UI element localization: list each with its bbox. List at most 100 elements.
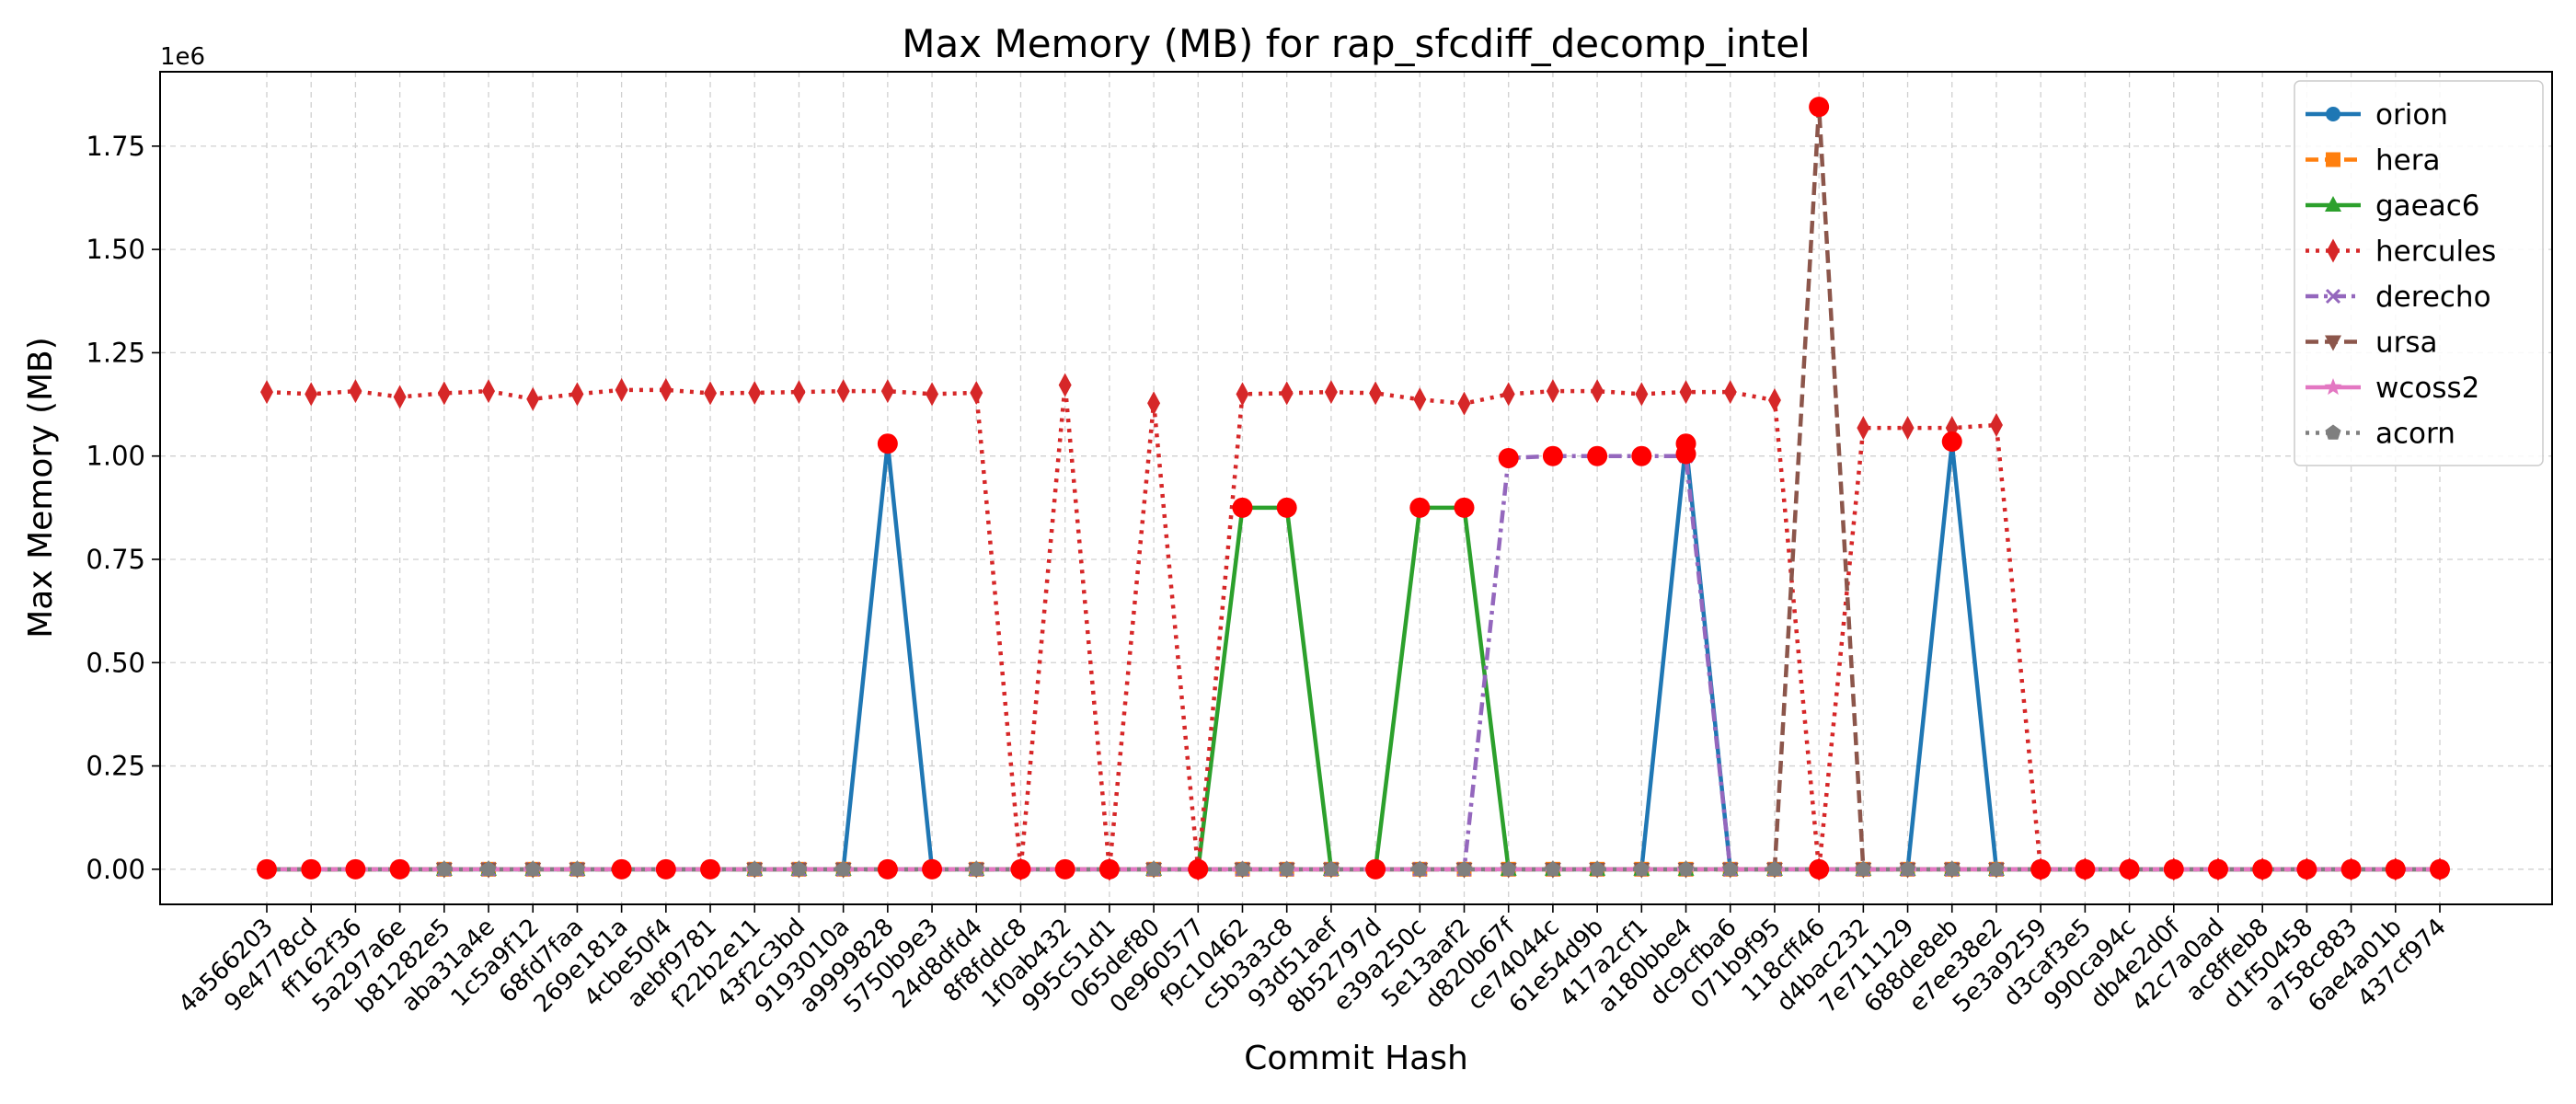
legend-box: [2294, 80, 2544, 466]
chart-title: Max Memory (MB) for rap_sfcdiff_decomp_i…: [902, 21, 1810, 66]
legend-marker-gaeac6: [2325, 196, 2341, 212]
legend-marker-ursa: [2325, 335, 2341, 351]
data-point-hercules: [704, 381, 718, 406]
highlight-point: [257, 858, 277, 880]
data-point-acorn: [835, 860, 852, 877]
data-point-hercules: [437, 381, 451, 406]
highlight-point: [1365, 858, 1386, 880]
data-point-acorn: [1722, 860, 1739, 877]
grid: [160, 72, 2552, 904]
highlight-point: [345, 858, 366, 880]
plot-frame: [159, 71, 2553, 905]
highlight-point: [1454, 497, 1475, 518]
highlight-point: [877, 858, 898, 880]
legend-item-hera: hera: [2306, 144, 2440, 178]
data-point-hercules: [792, 380, 806, 405]
data-point-hercules: [1147, 391, 1161, 416]
legend-label-hercules: hercules: [2375, 236, 2496, 269]
highlight-point: [1809, 97, 1830, 118]
data-point-hercules: [570, 382, 584, 407]
legend-item-acorn: acorn: [2306, 418, 2455, 451]
y-tick-label: 1.75: [86, 131, 145, 162]
highlight-point: [1809, 858, 1830, 880]
data-point-acorn: [790, 860, 808, 877]
highlight-point: [2340, 858, 2362, 880]
y-tick-label: 0.75: [86, 544, 145, 575]
data-point-hercules: [659, 377, 673, 402]
highlight-point: [611, 858, 632, 880]
highlight-point: [2119, 858, 2140, 880]
data-point-acorn: [1501, 860, 1517, 877]
data-point-acorn: [1766, 860, 1783, 877]
highlight-point: [2030, 858, 2052, 880]
data-point-acorn: [1988, 860, 2005, 877]
data-point-acorn: [1633, 860, 1650, 877]
data-point-hercules: [305, 382, 318, 407]
highlight-point: [1941, 431, 1962, 452]
legend-label-ursa: ursa: [2375, 327, 2438, 360]
highlight-point: [1675, 443, 1696, 465]
data-point-acorn: [1545, 860, 1561, 877]
data-point-acorn: [1677, 860, 1695, 877]
highlight-point: [2163, 858, 2184, 880]
y-offset-label: 1e6: [160, 43, 205, 71]
legend-label-hera: hera: [2375, 144, 2440, 178]
legend-item-ursa: ursa: [2306, 327, 2438, 360]
data-point-acorn: [1411, 860, 1428, 877]
y-tick-label: 0.25: [86, 751, 145, 782]
highlight-point: [1098, 858, 1120, 880]
data-point-acorn: [569, 860, 585, 877]
data-point-hercules: [1857, 416, 1870, 441]
legend-item-wcoss2: wcoss2: [2306, 372, 2479, 405]
highlight-point: [877, 433, 898, 454]
highlight-point: [1276, 497, 1297, 518]
data-point-acorn: [1145, 860, 1162, 877]
data-point-acorn: [746, 860, 763, 877]
y-axis: 0.00 0.25 0.50 0.75 1.00 1.25 1.50 1.75: [86, 131, 160, 885]
highlight-point: [2430, 858, 2450, 880]
data-point-hercules: [260, 380, 273, 405]
data-point-acorn: [1234, 860, 1251, 877]
data-point-hercules: [1280, 381, 1294, 406]
data-point-acorn: [436, 860, 453, 877]
highlight-point: [1232, 497, 1253, 518]
data-point-acorn: [1899, 860, 1916, 877]
data-point-hercules: [615, 377, 628, 402]
legend-label-orion: orion: [2375, 98, 2448, 132]
highlight-point: [2252, 858, 2273, 880]
y-axis-label: Max Memory (MB): [22, 337, 60, 638]
highlight-point: [2385, 858, 2406, 880]
highlight-point: [1498, 447, 1519, 468]
data-point-hercules: [526, 386, 540, 411]
legend-marker-derecho: [2325, 288, 2341, 305]
data-point-acorn: [1855, 860, 1871, 877]
legend: orion hera gaeac6 hercules derecho ursa wcoss2…: [2294, 80, 2544, 466]
data-point-hercules: [1324, 380, 1338, 405]
data-point-hercules: [748, 380, 762, 405]
highlight-point: [1587, 445, 1608, 466]
data-point-acorn: [1323, 860, 1340, 877]
highlight-point: [700, 858, 721, 880]
data-point-hercules: [1501, 382, 1515, 407]
data-point-hercules: [1767, 388, 1781, 413]
legend-item-derecho: derecho: [2306, 281, 2491, 314]
y-tick-label: 1.25: [86, 337, 145, 368]
data-point-hercules: [1989, 413, 2003, 438]
data-point-hercules: [393, 385, 407, 409]
legend-marker-orion: [2326, 107, 2340, 121]
data-point-hercules: [1901, 416, 1915, 441]
legend-label-acorn: acorn: [2375, 418, 2455, 451]
data-point-hercules: [1546, 379, 1559, 404]
highlight-point: [2075, 858, 2096, 880]
legend-marker-acorn: [2325, 424, 2341, 440]
data-point-acorn: [968, 860, 984, 877]
highlight-point: [2207, 858, 2228, 880]
legend-marker-wcoss2: [2324, 378, 2342, 396]
data-point-hercules: [880, 379, 894, 404]
y-tick-label: 1.50: [86, 234, 145, 265]
x-axis-label: Commit Hash: [1244, 1040, 1468, 1077]
highlight-layer: [257, 97, 2450, 880]
data-point-hercules: [1457, 391, 1471, 416]
y-tick-label: 0.00: [86, 854, 145, 885]
data-point-hercules: [1236, 382, 1249, 407]
